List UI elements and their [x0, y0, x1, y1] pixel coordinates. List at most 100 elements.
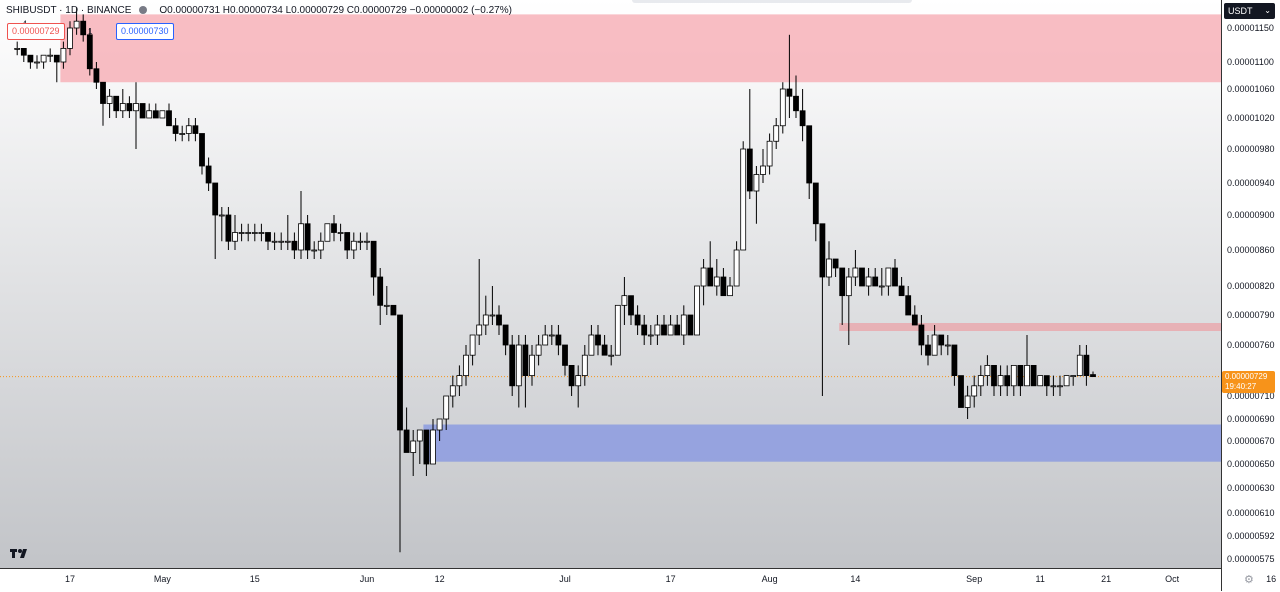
- candle-down: [291, 240, 298, 251]
- candle-down: [496, 314, 502, 326]
- candle-down: [1043, 375, 1050, 387]
- price-tick-label: 0.00001150: [1227, 23, 1274, 33]
- time-tick-label: 15: [249, 574, 260, 584]
- ohlc-values: O0.00000731 H0.00000734 L0.00000729 C0.0…: [159, 5, 512, 16]
- candle-up: [1063, 375, 1070, 387]
- price-axis[interactable]: 0.00001150 0.00001100 0.00001060 0.00001020…: [1221, 0, 1280, 591]
- candle-up: [667, 324, 674, 336]
- candle-down: [568, 364, 575, 387]
- candle-up: [753, 174, 760, 192]
- price-tick-label: 0.00000650: [1227, 459, 1275, 469]
- candle-down: [509, 344, 516, 387]
- candle-up: [608, 354, 615, 357]
- candle-up: [1024, 364, 1030, 387]
- candle-up: [218, 214, 225, 217]
- order-quantity[interactable]: 1: [88, 27, 93, 36]
- time-tick-label: Sep: [966, 574, 983, 584]
- candle-down: [502, 324, 509, 346]
- candle-up: [416, 429, 423, 442]
- candle-down: [1017, 364, 1024, 387]
- candle-up: [324, 223, 331, 242]
- time-tick-label: 16: [1266, 574, 1277, 584]
- candle-up: [159, 110, 166, 119]
- candle-up: [1070, 375, 1077, 378]
- candle-up: [311, 249, 318, 252]
- candle-up: [647, 334, 654, 337]
- candle-up: [826, 258, 832, 278]
- settings-icon[interactable]: ⚙: [1244, 574, 1254, 586]
- candle-down: [1090, 374, 1096, 378]
- candle-up: [700, 267, 707, 287]
- candle-down: [746, 148, 753, 192]
- candle-down: [892, 267, 898, 287]
- time-tick-label: 21: [1101, 574, 1112, 584]
- price-tick-label: 0.00000980: [1227, 144, 1275, 154]
- candle-up: [430, 429, 436, 465]
- chart-area[interactable]: [0, 0, 1221, 568]
- price-tick-label: 0.00000710: [1227, 391, 1275, 401]
- currency-select[interactable]: USDT ⌄: [1224, 3, 1275, 19]
- candle-up: [885, 267, 892, 287]
- candle-down: [199, 133, 205, 167]
- candle-down: [53, 54, 60, 63]
- candle-down: [166, 110, 172, 127]
- candle-up: [73, 20, 80, 29]
- candle-up: [482, 314, 489, 326]
- candle-up: [713, 276, 720, 287]
- candle-up: [621, 295, 628, 306]
- time-tick-label: Jun: [359, 574, 375, 584]
- candle-down: [139, 103, 146, 119]
- time-tick-label: 11: [1035, 574, 1045, 584]
- candle-up: [1076, 354, 1083, 377]
- candle-down: [192, 125, 199, 134]
- candle-up: [238, 232, 245, 234]
- candle-down: [872, 276, 879, 287]
- price-tick-label: 0.00000790: [1227, 310, 1275, 320]
- symbol-title[interactable]: SHIBUSDT · 1D · BINANCE: [6, 5, 132, 16]
- candle-down: [628, 295, 634, 316]
- price-tick-label: 0.00000670: [1227, 436, 1275, 446]
- chevron-down-icon: ⌄: [1264, 6, 1271, 15]
- candle-down: [898, 285, 905, 297]
- time-tick-label: 17: [665, 574, 676, 584]
- price-tick-label: 0.00000610: [1227, 508, 1275, 518]
- candle-up: [298, 223, 304, 251]
- candle-down: [991, 364, 997, 387]
- buy-button[interactable]: 0.00000730: [116, 23, 174, 40]
- time-tick-label: 17: [64, 574, 76, 584]
- sell-button[interactable]: 0.00000729: [7, 23, 65, 40]
- price-tick-label: 0.00000592: [1227, 531, 1275, 541]
- candle-up: [278, 240, 285, 243]
- candle-down: [674, 324, 681, 336]
- candle-down: [423, 429, 430, 465]
- candle-down: [265, 232, 271, 242]
- candle-up: [614, 304, 621, 356]
- candle-up: [529, 354, 535, 377]
- candle-up: [680, 314, 687, 336]
- candle-up: [727, 285, 733, 297]
- currency-label: USDT: [1228, 6, 1253, 16]
- tradingview-logo[interactable]: [10, 547, 32, 559]
- candle-down: [707, 267, 714, 287]
- candle-down: [938, 334, 945, 346]
- candle-up: [476, 324, 483, 336]
- top-toolbar-handle[interactable]: [632, 0, 912, 3]
- candle-up: [179, 133, 186, 135]
- candle-down: [331, 223, 337, 233]
- candle-up: [845, 276, 852, 297]
- time-axis[interactable]: 17 May 15 Jun 12 Jul 17 Aug 14 Sep 11 21 Oct 16: [0, 568, 1276, 592]
- candle-down: [951, 344, 958, 377]
- candle-down: [370, 240, 377, 278]
- candle-up: [1050, 385, 1057, 388]
- candle-up: [364, 240, 370, 243]
- candle-up: [357, 240, 364, 243]
- candle-up: [766, 140, 773, 167]
- candle-up: [588, 334, 595, 356]
- candle-up: [878, 285, 885, 288]
- candle-up: [258, 232, 265, 234]
- candlestick-plot[interactable]: [0, 0, 1221, 568]
- candle-up: [383, 304, 390, 307]
- candle-down: [819, 223, 826, 278]
- candle-down: [839, 267, 846, 297]
- candle-up: [773, 125, 780, 142]
